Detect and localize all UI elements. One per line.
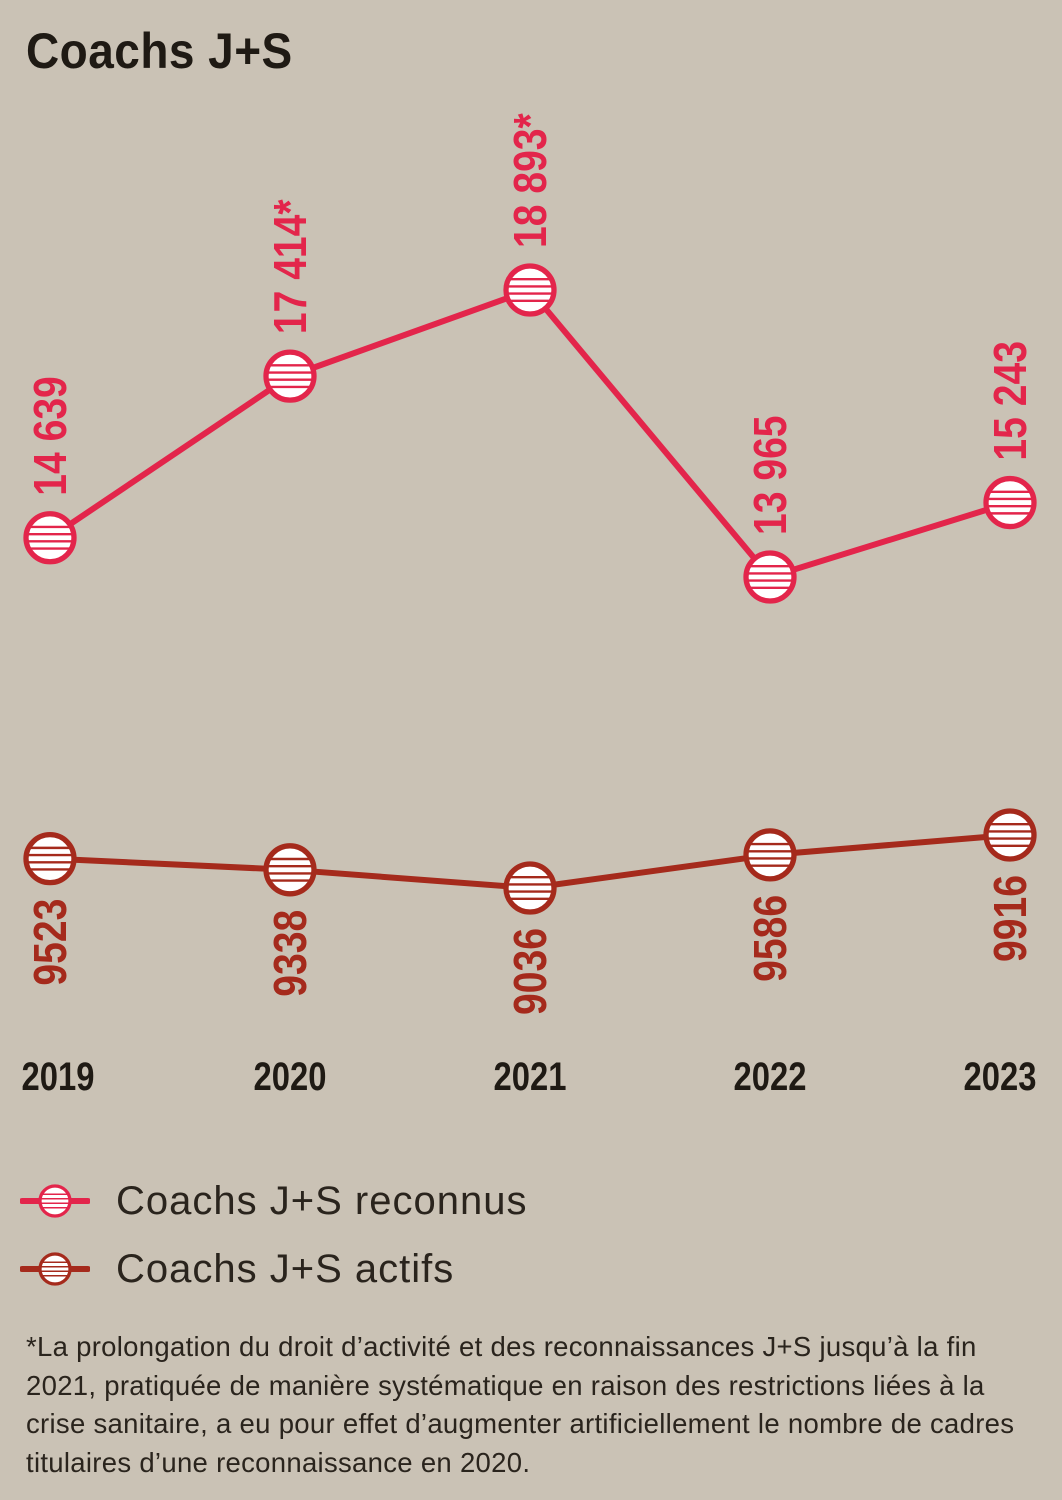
data-point <box>263 349 317 403</box>
line-chart: 14 639 17 414* 18 893* 13 965 15 243 9523 9338… <box>22 113 1037 1099</box>
data-point <box>23 832 77 886</box>
marker-circle <box>503 263 557 317</box>
data-point <box>743 828 797 882</box>
legend-label: Coachs J+S reconnus <box>116 1178 528 1223</box>
data-label: 9523 <box>25 899 77 986</box>
marker-circle <box>38 1184 72 1218</box>
marker-circle <box>23 832 77 886</box>
x-tick-label: 2023 <box>964 1054 1037 1099</box>
data-point <box>263 843 317 897</box>
legend-marker <box>38 1184 72 1218</box>
legend-item-reconnus: Coachs J+S reconnus <box>20 1176 527 1226</box>
data-point <box>983 808 1037 862</box>
marker-circle <box>983 808 1037 862</box>
data-label: 15 243 <box>985 341 1037 461</box>
data-point <box>23 511 77 565</box>
x-tick-label: 2020 <box>254 1054 327 1099</box>
data-point <box>503 861 557 915</box>
marker-circle <box>503 861 557 915</box>
marker-circle <box>743 550 797 604</box>
x-tick-label: 2022 <box>734 1054 807 1099</box>
marker-circle <box>263 349 317 403</box>
data-label: 18 893* <box>505 113 557 248</box>
marker-circle <box>743 828 797 882</box>
marker-circle <box>263 843 317 897</box>
marker-circle <box>23 511 77 565</box>
data-point <box>983 475 1037 530</box>
data-label: 13 965 <box>745 415 797 535</box>
x-tick-label: 2019 <box>22 1054 95 1099</box>
series-line-0 <box>48 287 1011 580</box>
chart-title: Coachs J+S <box>26 23 293 79</box>
marker-circle <box>38 1252 72 1286</box>
data-label: 14 639 <box>25 376 77 496</box>
data-label: 9586 <box>745 895 797 982</box>
data-label: 17 414* <box>265 199 317 334</box>
footnote: *La prolongation du droit d’activité et … <box>26 1331 1015 1478</box>
legend-marker-actifs-icon <box>20 1252 90 1286</box>
marker-circle <box>983 475 1037 530</box>
x-tick-label: 2021 <box>494 1054 567 1099</box>
data-label: 9338 <box>265 910 317 997</box>
legend-marker-reconnus-icon <box>20 1184 90 1218</box>
legend-item-actifs: Coachs J+S actifs <box>20 1244 454 1294</box>
legend-marker <box>38 1252 72 1286</box>
legend-label: Coachs J+S actifs <box>116 1246 455 1291</box>
data-label: 9036 <box>505 928 557 1015</box>
data-point <box>743 550 797 604</box>
data-point <box>503 263 557 317</box>
data-label: 9916 <box>985 875 1037 962</box>
